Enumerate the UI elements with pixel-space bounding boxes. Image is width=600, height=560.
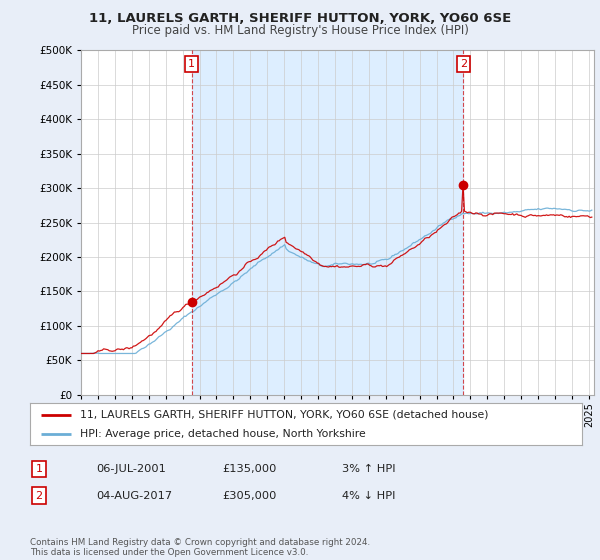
Text: 1: 1 bbox=[35, 464, 43, 474]
Text: 11, LAURELS GARTH, SHERIFF HUTTON, YORK, YO60 6SE: 11, LAURELS GARTH, SHERIFF HUTTON, YORK,… bbox=[89, 12, 511, 25]
Text: 2: 2 bbox=[35, 491, 43, 501]
Text: 4% ↓ HPI: 4% ↓ HPI bbox=[342, 491, 395, 501]
Text: £305,000: £305,000 bbox=[222, 491, 277, 501]
Text: HPI: Average price, detached house, North Yorkshire: HPI: Average price, detached house, Nort… bbox=[80, 429, 365, 439]
Text: 11, LAURELS GARTH, SHERIFF HUTTON, YORK, YO60 6SE (detached house): 11, LAURELS GARTH, SHERIFF HUTTON, YORK,… bbox=[80, 409, 488, 419]
Text: Price paid vs. HM Land Registry's House Price Index (HPI): Price paid vs. HM Land Registry's House … bbox=[131, 24, 469, 37]
Text: £135,000: £135,000 bbox=[222, 464, 277, 474]
Text: Contains HM Land Registry data © Crown copyright and database right 2024.
This d: Contains HM Land Registry data © Crown c… bbox=[30, 538, 370, 557]
Bar bbox=[192, 50, 463, 395]
Text: 2: 2 bbox=[460, 59, 467, 69]
Text: 1: 1 bbox=[188, 59, 195, 69]
Text: 06-JUL-2001: 06-JUL-2001 bbox=[96, 464, 166, 474]
Text: 04-AUG-2017: 04-AUG-2017 bbox=[96, 491, 172, 501]
Text: 3% ↑ HPI: 3% ↑ HPI bbox=[342, 464, 395, 474]
